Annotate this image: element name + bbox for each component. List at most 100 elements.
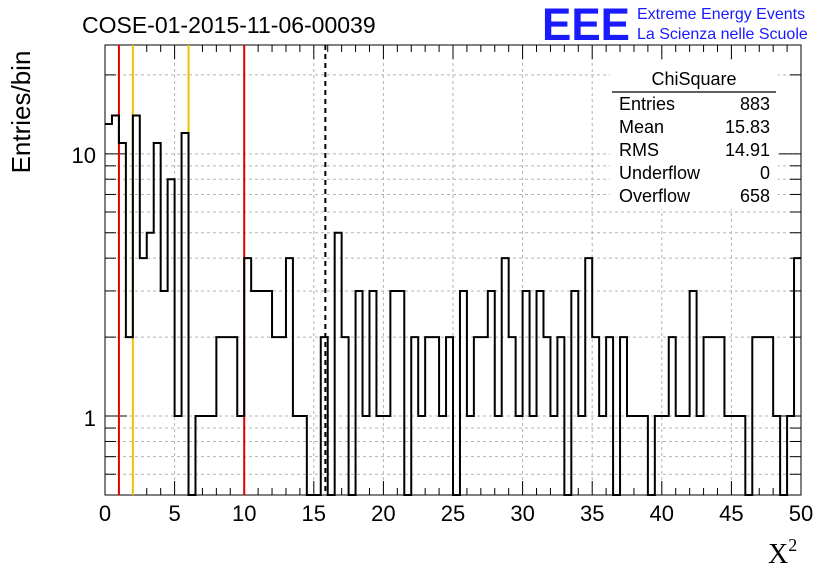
histogram-bin xyxy=(335,233,342,495)
histogram-bin xyxy=(112,116,119,495)
histogram-bin xyxy=(724,416,731,495)
histogram-bin xyxy=(369,291,376,495)
stats-title: ChiSquare xyxy=(651,69,736,89)
histogram-bin xyxy=(168,179,175,495)
histogram-bin xyxy=(230,337,237,495)
histogram-bin xyxy=(502,258,509,495)
stats-value-overflow: 658 xyxy=(740,186,770,206)
histogram-bin xyxy=(321,337,328,495)
histogram-bin xyxy=(634,416,641,495)
x-tick-label: 5 xyxy=(168,501,180,526)
histogram-bin xyxy=(251,291,258,495)
histogram-bin xyxy=(383,416,390,495)
histogram-bin xyxy=(105,124,112,495)
histogram-bin xyxy=(704,337,711,495)
histogram-bin xyxy=(342,337,349,495)
histogram-bin xyxy=(133,116,140,495)
x-tick-label: 15 xyxy=(302,501,326,526)
logo-line-2: La Scienza nelle Scuole xyxy=(637,26,808,43)
histogram-bin xyxy=(258,291,265,495)
histogram-bin xyxy=(717,337,724,495)
histogram-bin xyxy=(425,337,432,495)
histogram-bin xyxy=(474,337,481,495)
histogram-bin xyxy=(495,416,502,495)
histogram-bin xyxy=(279,337,286,495)
histogram-bin xyxy=(147,233,154,495)
stats-label-entries: Entries xyxy=(619,94,675,114)
histogram-bin xyxy=(752,337,759,495)
histogram-bin xyxy=(418,416,425,495)
histogram-bin xyxy=(119,143,126,495)
eee-logo-mark: EEE xyxy=(542,0,630,50)
histogram-bin xyxy=(766,337,773,495)
histogram-bin xyxy=(460,291,467,495)
stats-label-overflow: Overflow xyxy=(619,186,691,206)
chart-title: COSE-01-2015-11-06-00039 xyxy=(82,12,376,38)
histogram-bin xyxy=(523,291,530,495)
stats-value-underflow: 0 xyxy=(760,163,770,183)
histogram-bin xyxy=(209,416,216,495)
histogram-bin xyxy=(662,416,669,495)
histogram-bin xyxy=(759,337,766,495)
histogram-bin xyxy=(530,416,537,495)
histogram-bin xyxy=(543,337,550,495)
histogram-bin xyxy=(711,337,718,495)
stats-label-underflow: Underflow xyxy=(619,163,701,183)
stats-box: ChiSquare Entries 883 Mean 15.83 RMS 14.… xyxy=(610,63,778,209)
histogram-bin xyxy=(439,416,446,495)
x-axis-label-base: X xyxy=(768,539,788,570)
histogram-bin xyxy=(683,416,690,495)
histogram-bin xyxy=(592,337,599,495)
histogram-outline xyxy=(105,114,801,496)
histogram-bin xyxy=(738,416,745,495)
stats-label-mean: Mean xyxy=(619,117,664,137)
histogram-bin xyxy=(516,416,523,495)
histogram-bin xyxy=(272,337,279,495)
stats-value-rms: 14.91 xyxy=(725,140,770,160)
x-tick-label: 10 xyxy=(232,501,256,526)
histogram-bin xyxy=(293,416,300,495)
histogram-bin xyxy=(690,291,697,495)
histogram-bin xyxy=(655,416,662,495)
histogram-bin xyxy=(599,416,606,495)
eee-logo: EEE Extreme Energy Events La Scienza nel… xyxy=(542,0,808,50)
histogram-bin xyxy=(216,337,223,495)
x-axis-label: X2 xyxy=(768,535,797,570)
histogram-bin xyxy=(697,416,704,495)
x-tick-label: 35 xyxy=(580,501,604,526)
histogram-bin xyxy=(356,291,363,495)
histogram-bin xyxy=(488,291,495,495)
histogram-bin xyxy=(578,416,585,495)
histogram-bin xyxy=(300,416,307,495)
histogram-bin xyxy=(265,291,272,495)
histogram-bin xyxy=(606,337,613,495)
histogram-bin xyxy=(669,337,676,495)
x-tick-labels: 0 5 10 15 20 25 30 35 40 45 50 xyxy=(99,501,813,526)
histogram-bin xyxy=(126,337,133,495)
histogram-bin xyxy=(620,337,627,495)
x-tick-label: 25 xyxy=(441,501,465,526)
histogram-bin xyxy=(175,416,182,495)
histogram-bin xyxy=(140,258,147,495)
histogram-bin xyxy=(202,416,209,495)
histogram-bin xyxy=(397,291,404,495)
histogram-bin xyxy=(481,337,488,495)
stats-label-rms: RMS xyxy=(619,140,659,160)
histogram-bin xyxy=(390,291,397,495)
stats-value-entries: 883 xyxy=(740,94,770,114)
x-axis-label-superscript: 2 xyxy=(788,535,797,555)
histogram-bin xyxy=(537,291,544,495)
histogram-bin xyxy=(467,416,474,495)
stats-value-mean: 15.83 xyxy=(725,117,770,137)
y-tick-labels: 1 10 xyxy=(72,143,96,431)
histogram-bin xyxy=(286,258,293,495)
histogram-bin xyxy=(432,337,439,495)
x-tick-label: 30 xyxy=(510,501,534,526)
x-tick-label: 40 xyxy=(650,501,674,526)
histogram-bin xyxy=(363,416,370,495)
x-tick-label: 0 xyxy=(99,501,111,526)
histogram-bin xyxy=(731,416,738,495)
x-tick-label: 20 xyxy=(371,501,395,526)
histogram-bin xyxy=(550,416,557,495)
